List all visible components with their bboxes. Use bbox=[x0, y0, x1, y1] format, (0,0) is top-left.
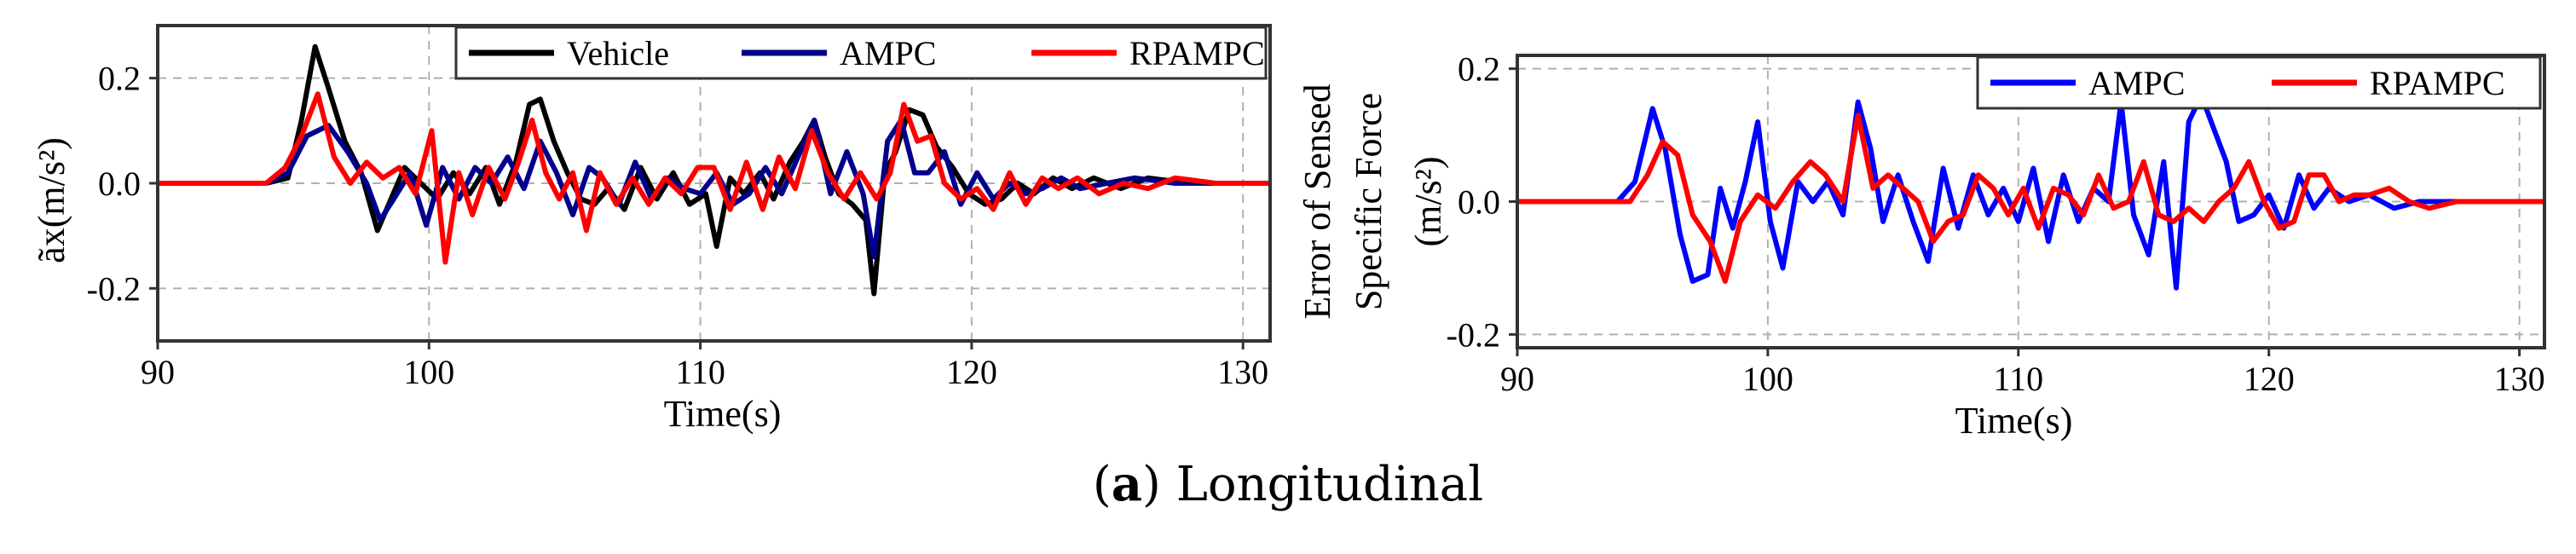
chart2-xtick-label-100: 100 bbox=[1742, 360, 1793, 398]
chart2-legend-label-ampc: AMPC bbox=[2088, 64, 2185, 102]
caption-text: Longitudinal bbox=[1175, 457, 1484, 512]
figure-caption: (a) Longitudinal bbox=[1092, 456, 1484, 512]
chart2-series-rpampc bbox=[1517, 113, 2544, 284]
chart2-ylabel-line3: (m/s²) bbox=[1407, 156, 1449, 246]
chart1-legend-label-rpampc: RPAMPC bbox=[1129, 34, 1265, 72]
chart2-xtick-label-110: 110 bbox=[1994, 360, 2044, 398]
chart2-ylabel-line1: Error of Sensed bbox=[1297, 84, 1338, 319]
chart1-xtick-label-110: 110 bbox=[675, 353, 725, 391]
chart1-xtick-label-120: 120 bbox=[946, 353, 997, 391]
chart1-ytick-label-1: 0.0 bbox=[98, 164, 141, 203]
chart1-ytick-label-0: 0.2 bbox=[98, 60, 141, 98]
chart2-ytick-label-0: 0.2 bbox=[1458, 50, 1500, 89]
chart2-legend-label-rpampc: RPAMPC bbox=[2370, 64, 2505, 102]
chart1-series-rpampc bbox=[158, 91, 1270, 265]
chart2-xtick-label-120: 120 bbox=[2244, 360, 2295, 398]
chart1-ylabel: ãx(m/s²) bbox=[31, 137, 72, 263]
chart1-ytick-label-2: -0.2 bbox=[87, 269, 141, 308]
chart2-series-ampc bbox=[1517, 92, 2544, 291]
chart1-xtick-label-100: 100 bbox=[403, 353, 454, 391]
chart2-ytick-label-1: 0.0 bbox=[1458, 183, 1500, 222]
chart1-legend-box bbox=[454, 26, 1268, 80]
chart2-ylabel-line2: Specific Force bbox=[1348, 93, 1389, 310]
chart2-xlabel: Time(s) bbox=[1955, 400, 2073, 441]
chart1-xtick-label-130: 130 bbox=[1217, 353, 1268, 391]
chart2-xtick-label-130: 130 bbox=[2494, 360, 2545, 398]
chart1-xlabel: Time(s) bbox=[664, 393, 782, 435]
chart1-legend-label-vehicle: Vehicle bbox=[567, 34, 669, 72]
chart1-xtick-label-90: 90 bbox=[141, 353, 175, 391]
chart2-ytick-label-2: -0.2 bbox=[1447, 315, 1500, 354]
chart1-legend-label-ampc: AMPC bbox=[840, 34, 936, 72]
caption-label: a bbox=[1111, 456, 1143, 512]
chart2-xtick-label-90: 90 bbox=[1500, 360, 1534, 398]
